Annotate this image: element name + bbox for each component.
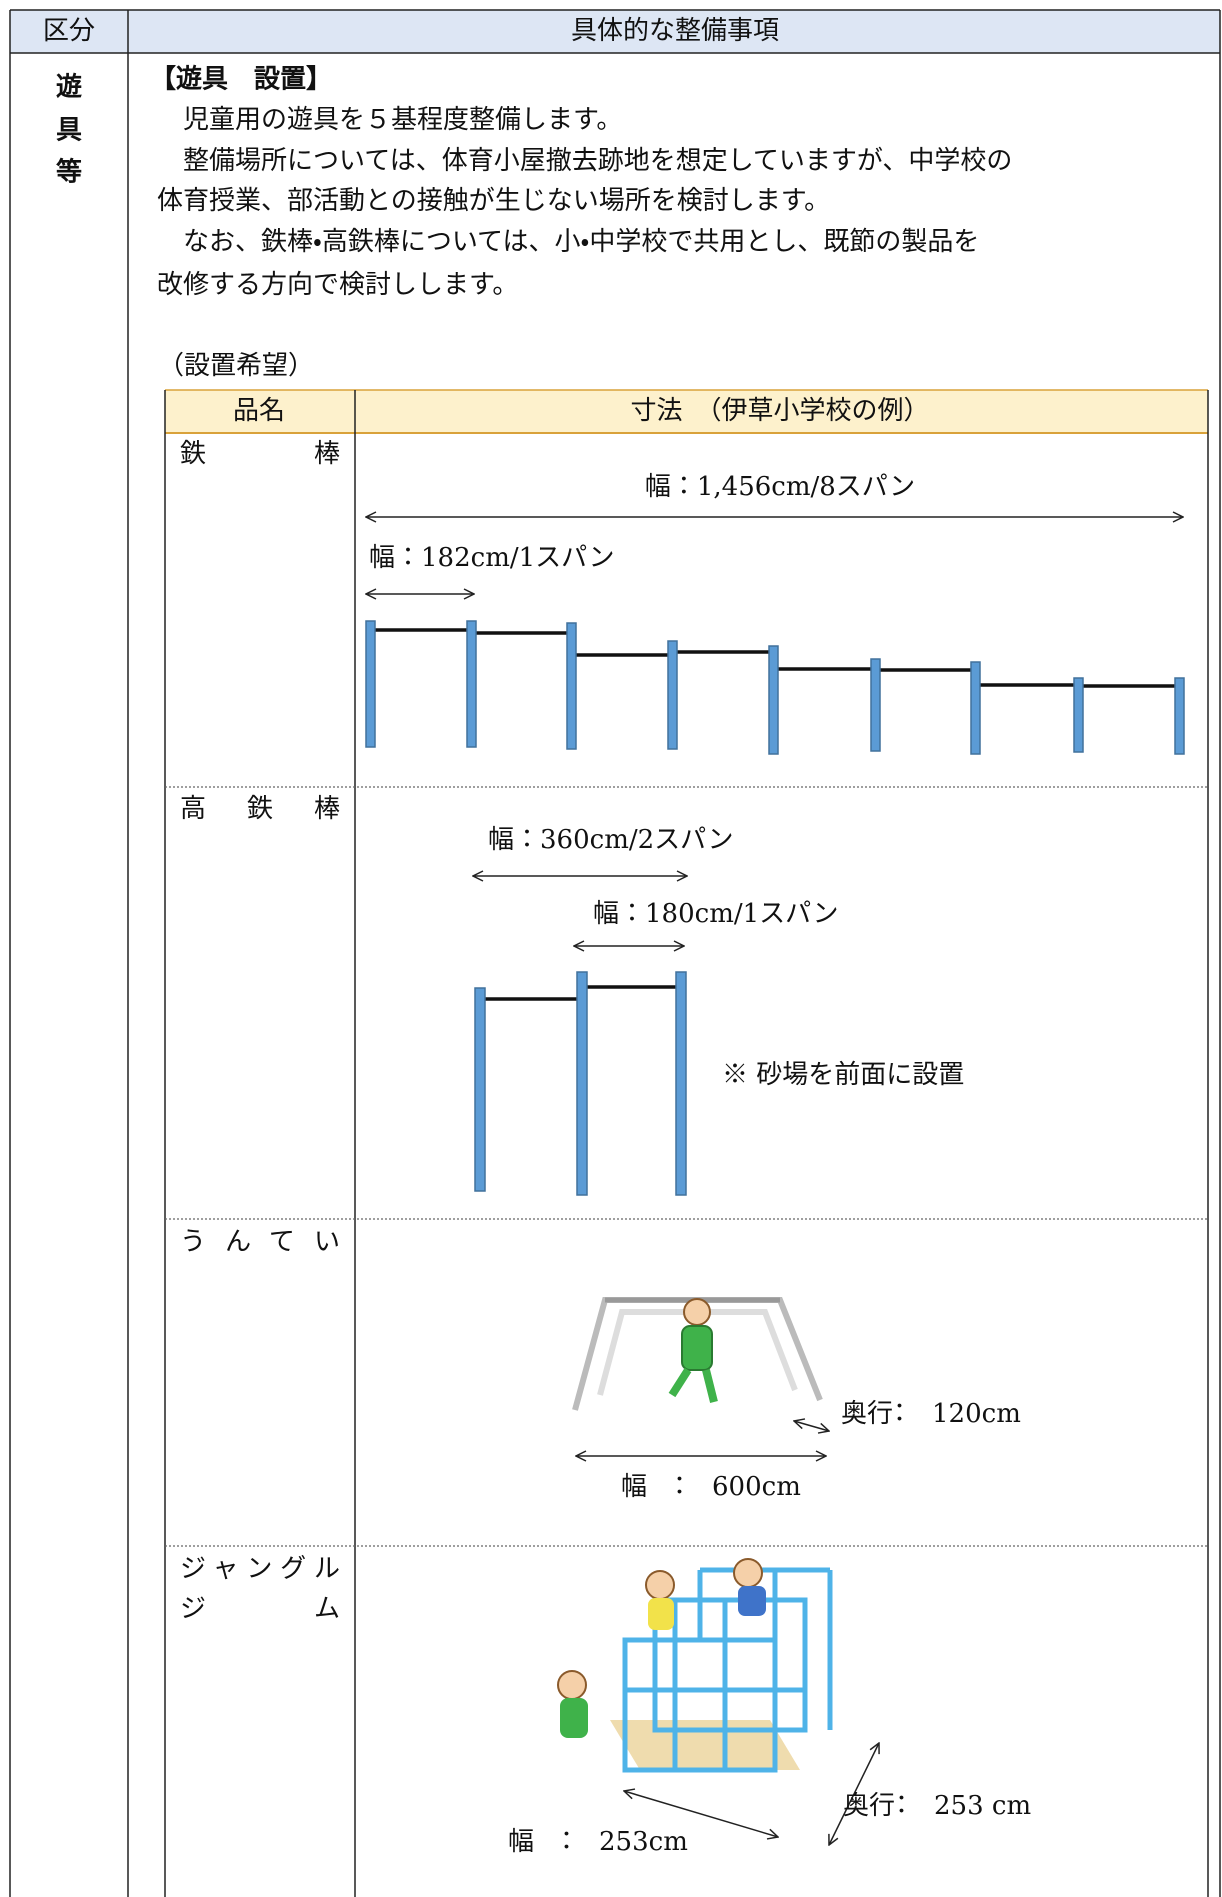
shape <box>1174 677 1185 755</box>
item-name: 鉄棒 <box>180 439 340 469</box>
section-label: 遊 <box>56 72 82 103</box>
shape <box>622 1567 833 1773</box>
shape <box>681 1325 713 1371</box>
inner-header-bg <box>165 390 1208 433</box>
shape <box>768 645 779 755</box>
paragraph: なお、鉄棒・高鉄棒については、小・中学校で共用とし、既節の製品を <box>157 227 979 257</box>
item-name: ジャングル <box>180 1554 340 1584</box>
shape <box>365 620 376 748</box>
section-label: 等 <box>56 157 82 188</box>
dimension-arrow <box>794 1421 829 1431</box>
shape <box>668 1367 718 1403</box>
heading: 【遊具 設置】 <box>150 64 332 95</box>
shape <box>738 1586 766 1616</box>
shape <box>560 1698 588 1738</box>
header-cell: 具体的な整備事項 <box>571 16 779 46</box>
high-bar-diagram <box>474 971 687 1196</box>
paragraph: 体育授業、部活動との接触が生じない場所を検討します。 <box>157 186 830 216</box>
paragraph: 児童用の遊具を５基程度整備します。 <box>157 105 622 135</box>
header-bg <box>10 10 1220 53</box>
shape <box>566 622 577 750</box>
shape <box>557 1670 587 1700</box>
header-cell: 区分 <box>43 16 95 46</box>
dimension-label: 奥行： 120cm <box>841 1399 1021 1429</box>
dimension-label: 幅：182cm/1スパン <box>369 543 614 573</box>
caption: （設置希望） <box>158 351 314 381</box>
shape <box>733 1558 763 1588</box>
shape <box>1073 677 1084 753</box>
dimension-arrow <box>829 1743 879 1845</box>
shape <box>667 640 678 750</box>
monkey-bars-illustration <box>572 1297 823 1411</box>
shape <box>683 1298 711 1326</box>
dimension-label: 奥行： 253 cm <box>843 1791 1031 1821</box>
shape <box>645 1570 675 1600</box>
item-name: うんてい <box>180 1227 340 1257</box>
shape <box>675 971 687 1196</box>
shape <box>474 987 486 1192</box>
dimension-label: 幅：1,456cm/8スパン <box>645 472 915 502</box>
shape <box>648 1598 674 1630</box>
shape <box>466 620 477 748</box>
dimension-arrow <box>624 1791 778 1837</box>
table-header: 寸法 （伊草小学校の例） <box>630 396 929 426</box>
shape <box>652 1597 808 1733</box>
shape <box>970 661 981 755</box>
table-header: 品名 <box>233 396 285 426</box>
paragraph: 改修する方向で検討しします。 <box>157 270 518 300</box>
item-name: ジム <box>180 1594 340 1624</box>
paragraph: 整備場所については、体育小屋撤去跡地を想定していますが、中学校の <box>157 146 1012 176</box>
note: ※ 砂場を前面に設置 <box>722 1060 964 1090</box>
item-name: 高鉄棒 <box>180 794 340 824</box>
dimension-label: 幅：180cm/1スパン <box>593 899 838 929</box>
shape <box>870 658 881 752</box>
jungle-gym-illustration <box>557 1558 833 1773</box>
iron-bar-diagram <box>365 620 1185 755</box>
dimension-label: 幅 ： 600cm <box>621 1472 801 1502</box>
dimension-label: 幅：360cm/2スパン <box>488 825 733 855</box>
dimension-label: 幅 ： 253cm <box>508 1827 688 1857</box>
shape <box>576 971 588 1196</box>
section-label: 具 <box>56 116 82 146</box>
